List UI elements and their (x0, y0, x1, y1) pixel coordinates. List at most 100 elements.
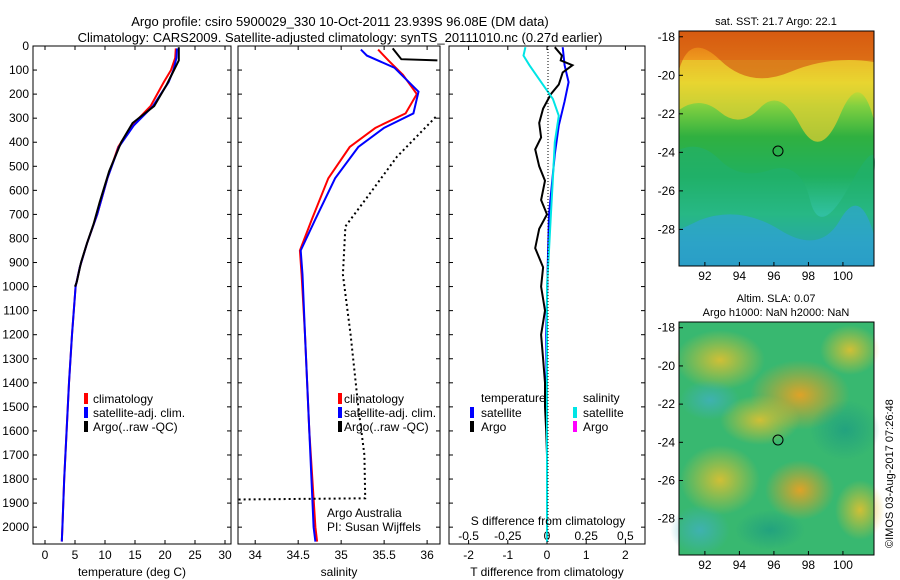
salinity-axes: 34 34.5 35 35.5 36 (238, 45, 440, 562)
y-tick-label: 1400 (2, 376, 29, 390)
legend-label-climatology: climatology (93, 392, 153, 406)
sla-map (670, 321, 885, 556)
x-tick-label: 0 (544, 548, 551, 562)
x-tick-label: 2 (622, 548, 629, 562)
argo-location-marker (772, 434, 784, 446)
y-tick-label: 900 (9, 256, 29, 270)
map-x-tick-label: 92 (698, 558, 712, 572)
series-line (299, 48, 420, 542)
map-x-tick-label: 94 (733, 558, 747, 572)
map-y-tick-label: -26 (658, 474, 676, 488)
y-tick-label: 200 (9, 87, 29, 101)
x-tick-label: 25 (188, 548, 202, 562)
source-line2: PI: Susan Wijffels (327, 520, 421, 534)
x-tick-label: 35 (334, 548, 348, 562)
y-tick-label: 100 (9, 63, 29, 77)
salinity-legend: climatology satellite-adj. clim. Argo(..… (338, 392, 436, 434)
map-y-tick-label: -18 (658, 30, 676, 44)
difference-series (522, 46, 575, 542)
series-line (534, 46, 575, 542)
x-tick-label: -2 (463, 548, 474, 562)
source-line1: Argo Australia (327, 506, 402, 520)
y-tick-label: 300 (9, 111, 29, 125)
y-tick-label: 600 (9, 183, 29, 197)
y-tick-label: 2000 (2, 520, 29, 534)
y-tick-label: 1100 (3, 304, 29, 318)
argo-location-marker (772, 145, 784, 157)
legend-swatch-satellite (84, 407, 88, 418)
difference-top-xlabel: S difference from climatology (471, 514, 626, 528)
y-tick-label: 1500 (2, 400, 29, 414)
x-tick-label: 34.5 (286, 548, 310, 562)
legend-label-satellite: satellite-adj. clim. (344, 406, 436, 420)
sla-map-title-line1: Altim. SLA: 0.07 (737, 293, 816, 305)
x-tick-label: -1 (502, 548, 513, 562)
salinity-series (238, 47, 438, 542)
map-x-tick-label: 94 (733, 269, 747, 283)
legend-heading-temperature: temperature (481, 391, 546, 405)
map-y-tick-label: -20 (658, 68, 676, 82)
map-y-tick-label: -24 (658, 145, 676, 159)
legend-swatch-s-argo (573, 421, 577, 432)
legend-label-climatology: climatology (344, 392, 404, 406)
series-line (74, 47, 180, 287)
temperature-panel-frame (32, 45, 232, 545)
sla-map-axes: 92 94 96 98 100 -18 -20 -22 -24 -26 -28 (658, 321, 854, 572)
legend-label-argo: Argo(..raw -QC) (344, 420, 429, 434)
y-tick-label: 1600 (2, 424, 29, 438)
sst-map (678, 30, 875, 267)
legend-swatch-s-satellite (573, 407, 577, 418)
x-tick-label: 34 (249, 548, 263, 562)
y-tick-label: 1300 (2, 352, 29, 366)
map-y-tick-label: -18 (658, 321, 676, 335)
x-tick-label: 36 (420, 548, 434, 562)
map-x-tick-label: 100 (833, 269, 853, 283)
legend-swatch-argo (84, 421, 88, 432)
y-tick-label: 0 (22, 39, 29, 53)
x-tick-label: 20 (158, 548, 172, 562)
map-x-tick-label: 98 (802, 558, 816, 572)
temperature-xlabel: temperature (deg C) (78, 565, 186, 579)
s-tick-label: 0.25 (575, 529, 599, 543)
map-y-tick-label: -20 (658, 359, 676, 373)
sst-map-title: sat. SST: 21.7 Argo: 22.1 (715, 16, 837, 28)
x-tick-label: 35.5 (372, 548, 396, 562)
map-y-tick-label: -22 (658, 107, 676, 121)
legend-swatch-t-argo (470, 421, 474, 432)
map-x-tick-label: 96 (767, 558, 781, 572)
difference-xlabel: T difference from climatology (470, 565, 624, 579)
salinity-panel-frame (237, 45, 441, 545)
map-x-tick-label: 98 (802, 269, 816, 283)
credit-label: ©IMOS 03-Aug-2017 07:26:48 (884, 399, 896, 548)
legend-heading-salinity: salinity (583, 391, 620, 405)
y-tick-label: 1000 (2, 280, 29, 294)
difference-legend: temperature satellite Argo salinity sate… (470, 391, 624, 434)
s-tick-label: -0.25 (494, 529, 522, 543)
legend-swatch-satellite (338, 407, 342, 418)
temperature-legend: climatology satellite-adj. clim. Argo(..… (84, 392, 185, 434)
series-line (238, 116, 437, 501)
map-y-tick-label: -24 (658, 435, 676, 449)
temperature-series (60, 47, 180, 542)
figure-title-line2: Climatology: CARS2009. Satellite-adjuste… (78, 30, 603, 45)
y-tick-label: 500 (9, 159, 29, 173)
legend-label-s-argo: Argo (583, 420, 609, 434)
figure-title-line1: Argo profile: csiro 5900029_330 10-Oct-2… (131, 14, 548, 29)
legend-label-s-satellite: satellite (583, 406, 624, 420)
s-tick-label: -0.5 (458, 529, 479, 543)
y-tick-label: 1700 (2, 448, 29, 462)
y-tick-label: 1900 (2, 496, 29, 510)
legend-swatch-climatology (338, 393, 342, 404)
x-tick-label: 10 (98, 548, 112, 562)
x-tick-label: 1 (583, 548, 590, 562)
y-tick-label: 400 (9, 135, 29, 149)
legend-label-argo: Argo(..raw -QC) (93, 420, 178, 434)
map-y-tick-label: -26 (658, 184, 676, 198)
legend-swatch-t-satellite (470, 407, 474, 418)
temperature-axes: 0100200300400500600700800900100011001200… (2, 39, 232, 562)
s-tick-label: 0.5 (617, 529, 634, 543)
map-y-tick-label: -22 (658, 397, 676, 411)
legend-label-t-satellite: satellite (481, 406, 522, 420)
map-x-tick-label: 92 (698, 269, 712, 283)
